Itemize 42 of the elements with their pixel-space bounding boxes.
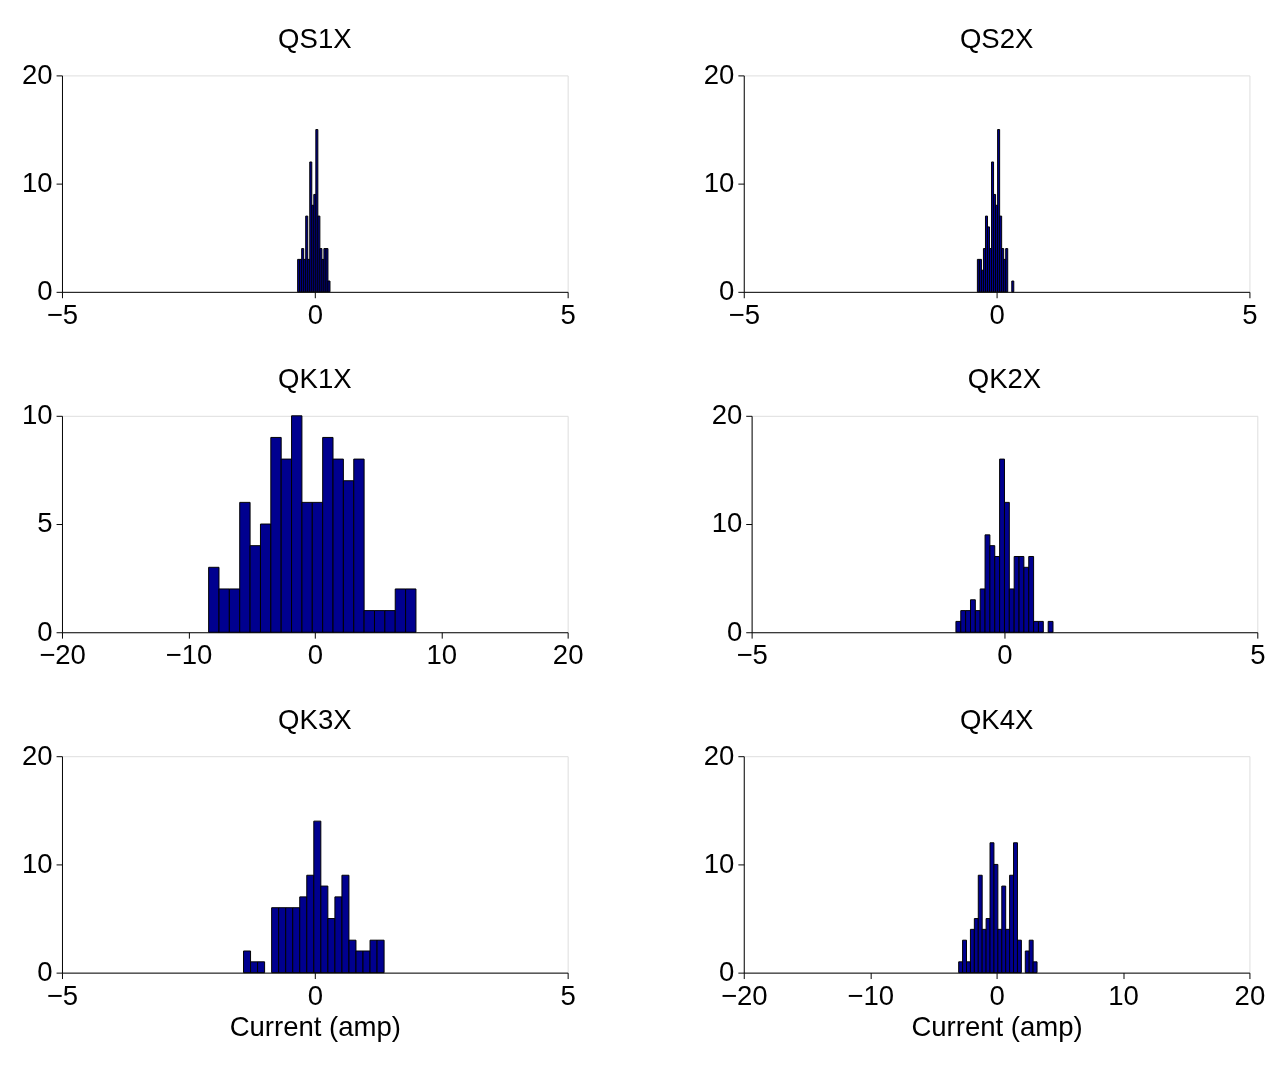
x-tick-label: 10 bbox=[426, 639, 458, 671]
chart-title: QS2X bbox=[959, 22, 1034, 54]
y-tick-label: 10 bbox=[703, 166, 735, 198]
y-tick-label: 20 bbox=[711, 399, 743, 431]
x-axis-title: Current (amp) bbox=[911, 1011, 1083, 1043]
x-tick-label: 5 bbox=[560, 298, 576, 330]
y-tick-label: 20 bbox=[703, 58, 735, 90]
x-tick-label: 0 bbox=[307, 979, 323, 1011]
y-tick-label: 10 bbox=[22, 166, 53, 198]
y-tick-label: 0 bbox=[37, 956, 53, 987]
x-tick-label: −10 bbox=[847, 979, 895, 1011]
chart-title: QK4X bbox=[959, 703, 1034, 735]
y-tick-label: 10 bbox=[22, 399, 53, 431]
y-tick-label: 0 bbox=[719, 275, 735, 307]
y-tick-label: 20 bbox=[703, 739, 735, 771]
x-tick-label: 0 bbox=[989, 979, 1005, 1011]
chart-title: QK1X bbox=[278, 363, 352, 395]
chart-title: QK3X bbox=[278, 703, 352, 735]
y-tick-label: 10 bbox=[22, 847, 53, 879]
x-tick-label: 5 bbox=[560, 979, 576, 1011]
x-tick-label: 0 bbox=[997, 639, 1013, 671]
y-tick-label: 0 bbox=[719, 956, 735, 987]
chart-title: QK2X bbox=[967, 363, 1042, 395]
x-axis-title: Current (amp) bbox=[229, 1011, 401, 1043]
x-tick-label: 20 bbox=[1234, 979, 1266, 1011]
x-tick-label: 10 bbox=[1108, 979, 1139, 1011]
y-tick-label: 0 bbox=[726, 615, 743, 647]
y-tick-label: 20 bbox=[22, 58, 53, 90]
x-tick-label: 0 bbox=[307, 298, 323, 330]
y-tick-label: 20 bbox=[22, 739, 53, 771]
x-tick-label: 0 bbox=[989, 298, 1005, 330]
x-tick-label: 20 bbox=[552, 639, 584, 671]
y-tick-label: 10 bbox=[711, 507, 743, 539]
chart-title: QS1X bbox=[278, 22, 352, 54]
y-tick-label: 0 bbox=[37, 615, 53, 647]
x-tick-label: −10 bbox=[165, 639, 213, 671]
x-tick-label: 5 bbox=[1250, 639, 1266, 671]
x-tick-label: 5 bbox=[1242, 298, 1258, 330]
y-tick-label: 5 bbox=[37, 507, 53, 539]
y-tick-label: 10 bbox=[703, 847, 735, 879]
x-tick-label: 0 bbox=[307, 639, 323, 671]
y-tick-label: 0 bbox=[37, 275, 53, 307]
